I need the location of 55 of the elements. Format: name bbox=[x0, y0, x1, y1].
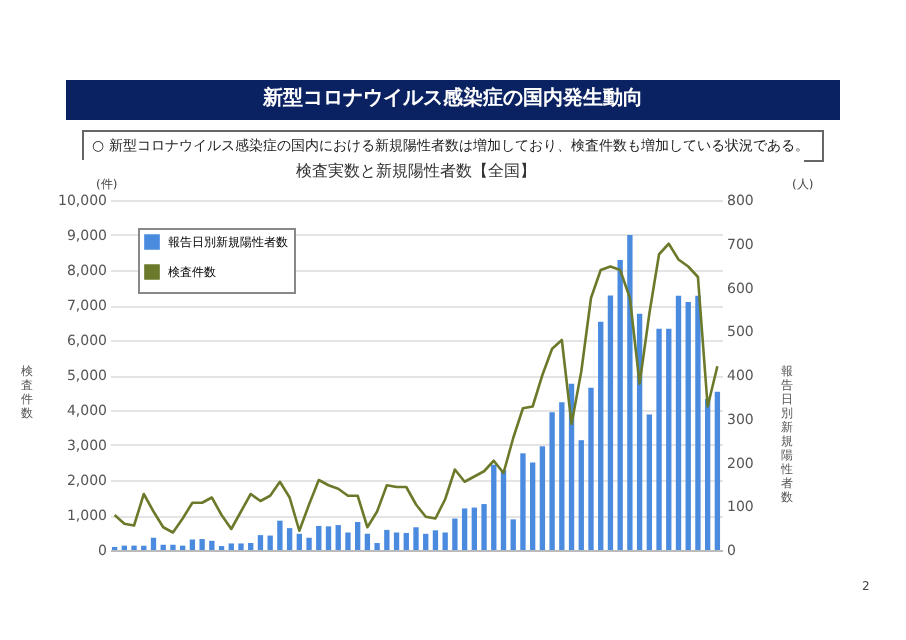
bar bbox=[267, 535, 273, 550]
bar bbox=[481, 504, 487, 550]
bar bbox=[170, 544, 176, 550]
bar bbox=[364, 533, 371, 550]
bar bbox=[384, 529, 390, 550]
bar bbox=[393, 532, 400, 550]
bar bbox=[675, 295, 682, 550]
chart-title: 新型コロナウイルス感染症の国内発生動向 bbox=[66, 80, 840, 120]
bar bbox=[277, 520, 283, 550]
bar bbox=[617, 259, 623, 550]
bar bbox=[306, 537, 312, 550]
bar bbox=[286, 528, 293, 550]
bar bbox=[316, 525, 322, 550]
bar bbox=[413, 527, 419, 550]
bar bbox=[325, 526, 332, 550]
bar bbox=[607, 295, 614, 550]
bar bbox=[199, 539, 205, 550]
bar bbox=[598, 321, 604, 550]
bar bbox=[452, 518, 458, 550]
bar bbox=[714, 391, 721, 550]
bar bbox=[471, 507, 478, 550]
bar bbox=[656, 328, 662, 550]
bar bbox=[257, 535, 264, 550]
bar bbox=[491, 464, 497, 550]
bar bbox=[335, 525, 341, 550]
bar bbox=[510, 519, 516, 550]
bar bbox=[559, 402, 565, 550]
bar bbox=[209, 540, 215, 550]
bar bbox=[627, 235, 633, 550]
bar bbox=[500, 469, 507, 550]
bar bbox=[549, 412, 555, 550]
bar bbox=[529, 462, 536, 550]
bar bbox=[403, 532, 409, 550]
bar bbox=[704, 399, 711, 550]
bar bbox=[646, 414, 652, 550]
text: 検査実数と新規陽性者数【全国】 bbox=[296, 162, 536, 180]
bar bbox=[461, 508, 468, 550]
bar bbox=[354, 522, 361, 550]
bar bbox=[228, 543, 234, 550]
bar bbox=[695, 295, 701, 550]
bar bbox=[588, 387, 594, 550]
bar bbox=[685, 301, 691, 550]
bar bbox=[578, 440, 584, 550]
bar bbox=[248, 543, 254, 550]
bar bbox=[520, 453, 526, 550]
bar bbox=[238, 543, 244, 550]
bar bbox=[442, 532, 448, 550]
bar bbox=[423, 533, 429, 550]
bar bbox=[296, 533, 303, 550]
bar bbox=[432, 530, 439, 550]
bar bbox=[666, 328, 672, 550]
bar bbox=[345, 532, 351, 550]
bar bbox=[539, 446, 546, 550]
bar bbox=[374, 543, 380, 550]
bar bbox=[150, 537, 157, 550]
